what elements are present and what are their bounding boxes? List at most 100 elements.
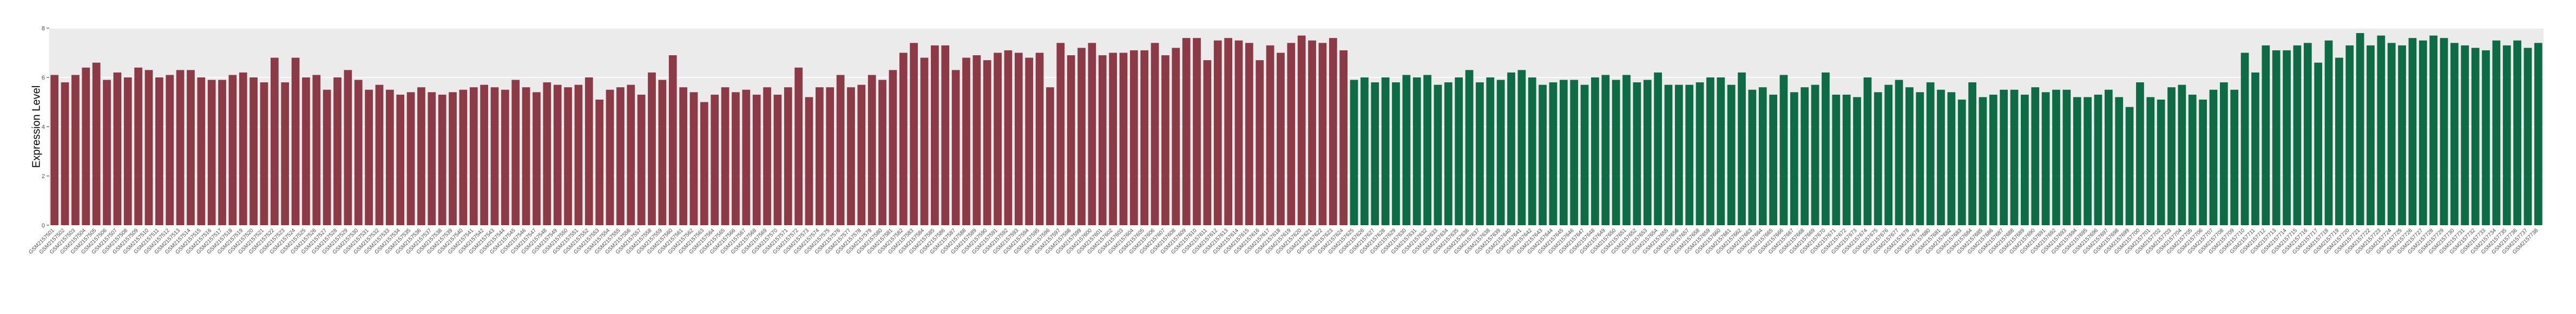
bar (983, 60, 991, 226)
bar (480, 84, 489, 225)
bar (1256, 60, 1264, 226)
bar (302, 77, 310, 225)
bar (763, 87, 771, 225)
bar (1224, 38, 1232, 225)
bar (543, 82, 551, 225)
bar (1685, 84, 1694, 225)
y-tick-label: 0 (42, 223, 45, 229)
bar (365, 89, 373, 225)
bar (951, 70, 960, 225)
bar (1088, 43, 1096, 226)
bar (816, 87, 824, 225)
bar (1392, 82, 1400, 225)
y-tick-label: 6 (42, 75, 45, 81)
bar (962, 57, 970, 225)
bar (1465, 70, 1474, 225)
bar (826, 87, 834, 225)
bar (1863, 77, 1872, 225)
bar (375, 84, 384, 225)
bar (166, 75, 174, 225)
bar (2398, 45, 2406, 225)
bar (794, 67, 803, 226)
bar (1486, 77, 1495, 225)
bar (239, 72, 247, 225)
bar (920, 57, 929, 225)
bar (207, 80, 216, 226)
bar (2262, 45, 2270, 225)
bar (1476, 82, 1484, 225)
bar (1549, 82, 1558, 225)
bar (2240, 53, 2249, 225)
bar (1371, 82, 1379, 225)
bar (1591, 77, 1599, 225)
bar (1339, 50, 1348, 225)
bar (2534, 43, 2542, 226)
bar (187, 70, 195, 225)
bar (1245, 43, 1253, 226)
bar (1213, 40, 1222, 225)
bar (1172, 48, 1180, 226)
bar (1664, 84, 1673, 225)
bar (805, 97, 813, 225)
bar (1329, 38, 1337, 225)
bar (679, 87, 687, 225)
bar (2482, 50, 2490, 225)
bar (2115, 97, 2124, 225)
bar (847, 87, 855, 225)
y-tick-label: 2 (42, 173, 45, 180)
bar (1067, 55, 1075, 226)
bar (249, 77, 258, 225)
bar (1098, 55, 1107, 226)
bar (721, 87, 730, 225)
bar (1517, 70, 1526, 225)
bar (742, 89, 751, 225)
bar (1559, 80, 1568, 226)
bar (144, 70, 153, 225)
bar (1297, 35, 1306, 226)
bar (2461, 45, 2469, 225)
bar (312, 75, 321, 225)
bar (1444, 82, 1453, 225)
bar (2178, 84, 2186, 225)
bar (323, 89, 331, 225)
bar (2377, 35, 2386, 226)
bar (2450, 43, 2459, 226)
bar (658, 80, 667, 226)
bar (2408, 38, 2417, 225)
bar (1622, 75, 1631, 225)
bar (1748, 89, 1757, 225)
bar (1916, 92, 1924, 225)
bar (616, 87, 625, 225)
bar (1842, 94, 1851, 225)
bar (2335, 57, 2343, 225)
bar (1412, 77, 1421, 225)
bar (1046, 87, 1054, 225)
bar (752, 94, 761, 225)
bar (2167, 87, 2176, 225)
bar (1539, 84, 1547, 225)
bar (1014, 53, 1023, 225)
bar (2387, 43, 2396, 226)
bar (1318, 43, 1327, 226)
bar (1056, 43, 1065, 226)
bar (1947, 92, 1956, 225)
bar (2492, 40, 2501, 225)
bar (1402, 75, 1411, 225)
bar (333, 77, 341, 225)
bar (2272, 50, 2281, 225)
bar (2041, 92, 2050, 225)
bar (2440, 38, 2448, 225)
bar (1654, 72, 1662, 225)
bar (784, 87, 792, 225)
bar (1822, 72, 1830, 225)
bar (428, 92, 436, 225)
bar (260, 82, 268, 225)
bar (899, 53, 908, 225)
bar (1266, 45, 1274, 225)
bar (1161, 55, 1169, 226)
bar (1234, 40, 1243, 225)
bar (354, 80, 363, 226)
bar (271, 57, 279, 225)
bar (941, 45, 950, 225)
